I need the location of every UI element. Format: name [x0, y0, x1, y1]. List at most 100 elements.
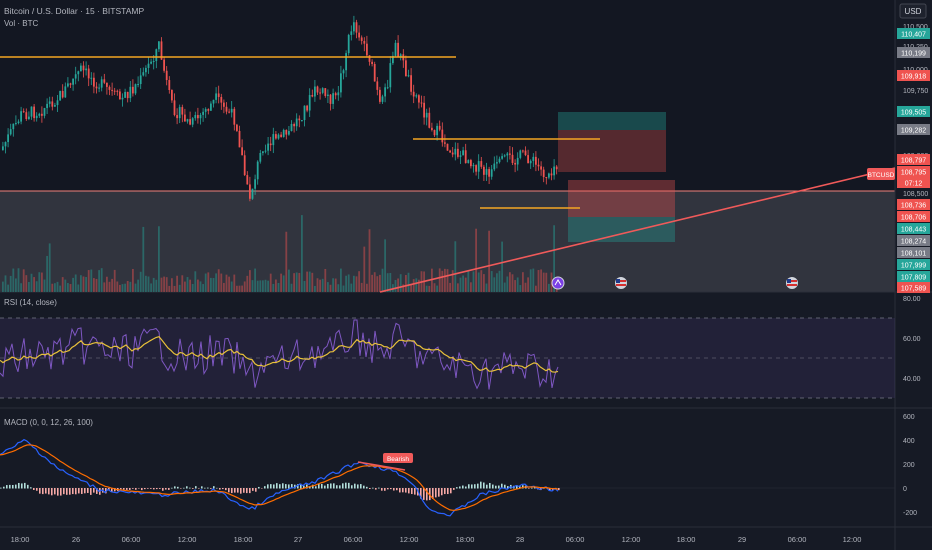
- volume-bar: [176, 275, 178, 292]
- candle-body: [165, 70, 168, 81]
- histogram-bar: [126, 488, 128, 490]
- volume-bar: [230, 281, 233, 292]
- histogram-bar: [411, 488, 413, 495]
- price-badge: [897, 124, 930, 135]
- candle-body: [363, 40, 366, 44]
- volume-bar: [98, 270, 100, 292]
- volume-bar: [207, 272, 210, 292]
- trendline[interactable]: [379, 167, 896, 293]
- histogram-bar: [66, 488, 68, 495]
- histogram-bar: [174, 486, 176, 489]
- volume-bar: [350, 283, 353, 292]
- price-badge-label: 109,282: [901, 128, 926, 135]
- candle-body: [7, 134, 9, 143]
- rsi-axis-label: 80.00: [903, 296, 921, 303]
- long-stop-zone[interactable]: [558, 130, 666, 172]
- candles[interactable]: [2, 15, 558, 202]
- price-badge-label: 110,407: [901, 32, 926, 39]
- histogram-bar: [486, 484, 488, 489]
- price-axis-label: 109,750: [903, 88, 928, 95]
- candle-body: [41, 113, 43, 116]
- macd-axis-label: 0: [903, 486, 907, 493]
- volume-bar: [168, 285, 171, 292]
- short-target-zone[interactable]: [568, 217, 675, 242]
- histogram-bar: [171, 487, 173, 489]
- long-target-zone[interactable]: [558, 112, 666, 130]
- price-badge: [897, 223, 930, 234]
- candle-body: [225, 106, 228, 112]
- candle-body: [85, 68, 87, 71]
- volume-bar: [397, 278, 399, 292]
- candle-body: [314, 86, 316, 97]
- volume-bar: [358, 271, 360, 292]
- time-axis-label: 29: [738, 535, 746, 544]
- us-flag-icon[interactable]: [615, 277, 627, 289]
- candle-body: [399, 54, 402, 57]
- histogram-bar: [507, 486, 509, 489]
- candle-body: [207, 109, 210, 111]
- candle-body: [480, 161, 483, 167]
- histogram-bar: [42, 488, 44, 495]
- histogram-bar: [264, 486, 266, 489]
- histogram-bar: [477, 483, 479, 489]
- candle-body: [275, 134, 277, 139]
- us-flag-icon[interactable]: [786, 277, 798, 289]
- histogram-bar: [216, 487, 218, 489]
- volume-bar: [410, 284, 412, 292]
- volume-bar: [199, 281, 202, 292]
- time-axis-label: 18:00: [456, 535, 475, 544]
- histogram-bar: [450, 488, 452, 494]
- volume-bar: [25, 275, 28, 292]
- volume-bar: [251, 280, 254, 292]
- histogram-bar: [147, 488, 149, 489]
- volume-bar: [480, 270, 483, 292]
- histogram-bar: [336, 485, 338, 489]
- candle-body: [555, 166, 558, 170]
- volume-bar: [158, 226, 160, 292]
- volume-bar: [124, 283, 126, 292]
- histogram-bar: [45, 488, 47, 494]
- short-stop-zone[interactable]: [568, 180, 675, 217]
- candle-body: [288, 131, 290, 135]
- candle-body: [126, 91, 129, 99]
- price-axis[interactable]: 110,500110,250110,000109,750109,000108,7…: [897, 24, 930, 293]
- candle-body: [246, 175, 249, 185]
- candle-body: [158, 41, 160, 50]
- candle-body: [132, 86, 134, 94]
- candle-body: [301, 120, 303, 122]
- indicator-axes[interactable]: 80.00 60.00 40.00 600 400 200 0 -200: [903, 296, 921, 517]
- histogram-bar: [201, 486, 203, 489]
- candle-body: [511, 154, 514, 163]
- candle-body: [233, 108, 236, 125]
- histogram-bar: [348, 482, 350, 489]
- volume-bar: [535, 285, 537, 292]
- candle-body: [12, 123, 15, 130]
- candle-body: [298, 118, 301, 121]
- candle-body: [33, 106, 35, 119]
- volume-bar: [41, 272, 43, 292]
- currency-button[interactable]: [899, 3, 927, 19]
- candle-body: [462, 150, 464, 156]
- histogram-bar: [213, 486, 215, 489]
- histogram-bar: [93, 488, 95, 493]
- time-axis[interactable]: 18:00 26 06:00 12:00 18:00 27 06:00 12:00 18:00 2…: [11, 535, 862, 544]
- forex-event-icon[interactable]: [551, 276, 565, 290]
- volume-bar: [519, 285, 522, 292]
- time-axis-label: 18:00: [234, 535, 253, 544]
- price-badge: [897, 28, 930, 39]
- volume-bar: [215, 273, 217, 292]
- volume-bar: [72, 277, 74, 292]
- volume-bar: [464, 277, 467, 292]
- histogram-bar: [204, 487, 206, 489]
- candle-body: [280, 134, 282, 137]
- candle-body: [550, 173, 553, 176]
- volume-bar: [7, 284, 9, 292]
- candle-body: [259, 152, 262, 162]
- volume-bar: [2, 281, 4, 292]
- candle-body: [152, 61, 155, 63]
- price-badge: [897, 259, 930, 270]
- histogram-bar: [192, 488, 194, 489]
- candle-body: [293, 124, 295, 127]
- candle-body: [332, 93, 334, 104]
